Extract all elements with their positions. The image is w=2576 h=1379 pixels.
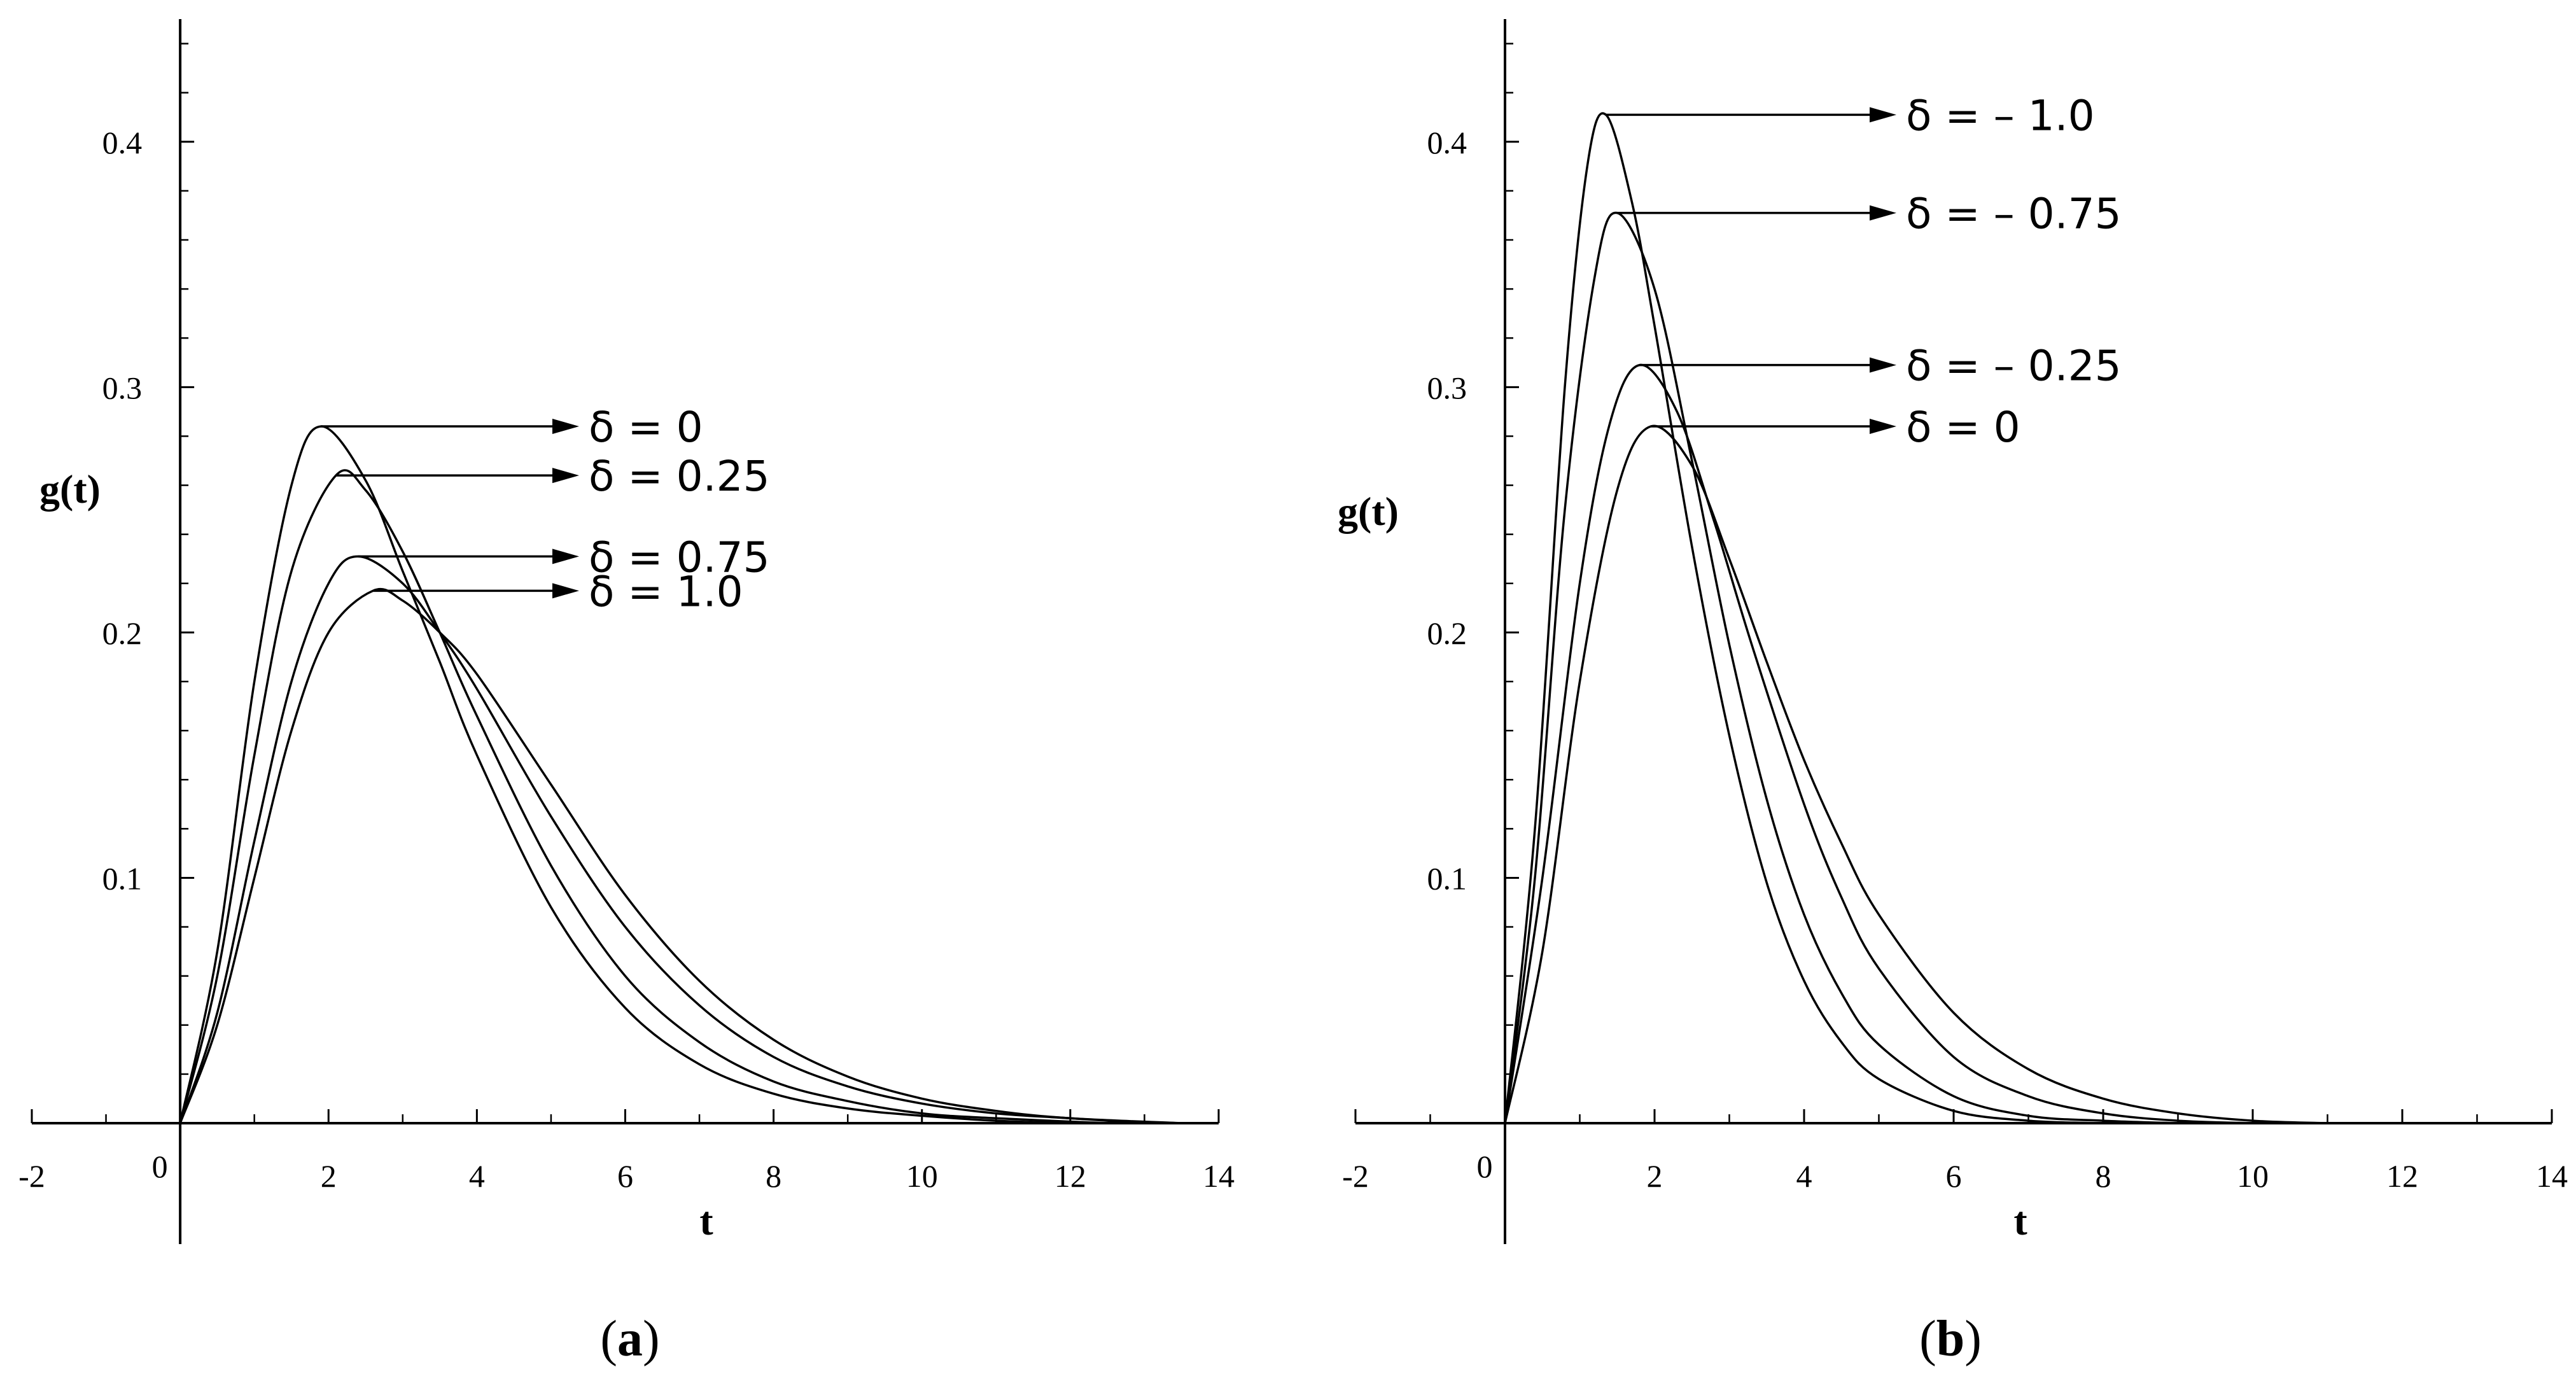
x-tick-label: 12	[2386, 1158, 2418, 1194]
series-line-0	[1504, 112, 2104, 1124]
x-tick-label: 0	[1477, 1149, 1493, 1184]
series-annotation-label: δ = – 0.25	[1906, 342, 2122, 391]
x-tick-label: -2	[1342, 1158, 1369, 1194]
x-tick-label: 10	[906, 1158, 938, 1194]
series-annotation-label: δ = 0.75	[589, 533, 770, 582]
series-line-2	[179, 555, 1145, 1124]
y-axis-title: g(t)	[1338, 489, 1399, 534]
panel-a: -2 0 2 4 6 8 10 12 140.10.20.30.4g(t)t(a)δ = 0δ …	[18, 19, 1235, 1367]
x-tick-label: 6	[617, 1158, 633, 1194]
x-tick-label: 2	[1647, 1158, 1663, 1194]
annotation-arrow-head	[1870, 357, 1896, 373]
panel-label-letter: a	[617, 1311, 643, 1367]
series-line-2	[1504, 363, 2253, 1124]
annotation-arrow-head	[552, 583, 579, 599]
x-tick-label: 0	[152, 1149, 168, 1184]
y-tick-label: 0.4	[102, 125, 143, 160]
y-tick-label: 0.2	[102, 615, 143, 651]
annotation-arrow-head	[1870, 205, 1896, 221]
x-tick-label: 4	[469, 1158, 485, 1194]
series-line-0	[179, 425, 1070, 1124]
y-tick-label: 0.4	[1427, 125, 1467, 160]
series-line-3	[1504, 424, 2328, 1124]
x-axis-title: t	[699, 1198, 713, 1243]
annotation-arrow-head	[552, 419, 579, 435]
x-axis-title: t	[2013, 1198, 2027, 1243]
series-line-1	[179, 469, 1108, 1124]
y-tick-label: 0.2	[1427, 615, 1467, 651]
x-tick-label: 6	[1946, 1158, 1962, 1194]
series-annotation-label: δ = 0	[1906, 403, 2020, 452]
panel-label: (b)	[1919, 1311, 1982, 1367]
series-line-3	[179, 587, 1182, 1124]
y-tick-label: 0.3	[102, 370, 143, 405]
series-annotation-label: δ = 0.25	[589, 452, 770, 501]
y-tick-label: 0.1	[102, 860, 143, 896]
y-tick-label: 0.1	[1427, 860, 1467, 896]
y-axis-title: g(t)	[39, 466, 101, 512]
x-tick-label: 4	[1796, 1158, 1812, 1194]
x-tick-label: 14	[2536, 1158, 2568, 1194]
panel-label: (a)	[600, 1311, 659, 1367]
x-tick-label: 14	[1203, 1158, 1235, 1194]
series-annotation-label: δ = – 0.75	[1906, 190, 2122, 239]
series-annotation-label: δ = – 1.0	[1906, 91, 2095, 140]
panel-label-letter: b	[1936, 1311, 1965, 1367]
panel-b: -2 0 2 4 6 8 10 12 14 0.1 0.2 0.3 0.4 g(t) t (b) δ = – 1…	[1338, 19, 2568, 1367]
x-tick-label: 12	[1054, 1158, 1086, 1194]
x-tick-label: 10	[2237, 1158, 2269, 1194]
x-tick-label: 8	[2096, 1158, 2111, 1194]
x-tick-label: 8	[766, 1158, 781, 1194]
annotation-arrow-head	[552, 468, 579, 484]
series-annotation-label: δ = 1.0	[589, 567, 743, 616]
x-tick-label: 2	[321, 1158, 337, 1194]
y-tick-label: 0.3	[1427, 370, 1467, 405]
series-line-1	[1504, 211, 2178, 1124]
x-tick-label: -2	[18, 1158, 45, 1194]
annotation-arrow-head	[1870, 419, 1896, 435]
annotation-arrow-head	[552, 549, 579, 564]
series-annotation-label: δ = 0	[589, 403, 703, 452]
annotation-arrow-head	[1870, 107, 1896, 123]
